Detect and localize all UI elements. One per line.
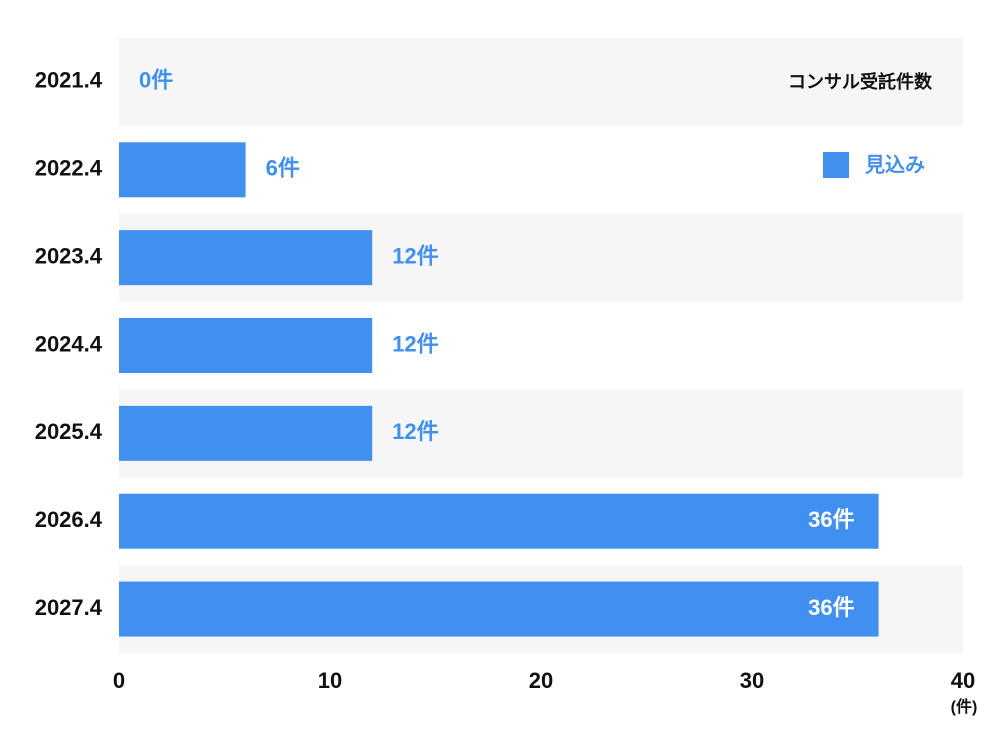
y-tick-label: 2021.4 [35,68,103,93]
y-tick-label: 2026.4 [35,507,103,532]
chart-title: コンサル受託件数 [788,71,933,92]
x-axis-label: (件) [951,697,978,716]
data-label: 36件 [808,595,854,620]
y-tick-label: 2024.4 [35,331,103,356]
bar [119,142,246,198]
y-tick-label: 2027.4 [35,595,103,620]
x-tick-label: 40 [951,668,975,693]
legend-label: 見込み [865,153,925,176]
data-label: 6件 [266,156,300,181]
data-label: 0件 [139,68,173,93]
data-label: 36件 [808,507,854,532]
x-tick-label: 30 [740,668,764,693]
x-tick-label: 20 [529,668,553,693]
y-tick-label: 2025.4 [35,419,103,444]
bar [119,581,879,637]
bar [119,405,373,461]
legend-swatch [823,152,849,178]
bar [119,318,373,373]
row-band [119,38,963,126]
data-label: 12件 [392,331,438,356]
data-label: 12件 [392,419,438,444]
y-tick-label: 2022.4 [35,156,103,181]
bar [119,230,373,286]
x-tick-label: 0 [113,668,125,693]
x-tick-label: 10 [318,668,342,693]
data-label: 12件 [392,243,438,268]
bar [119,493,879,549]
row-band [119,125,963,214]
y-tick-label: 2023.4 [35,243,103,268]
